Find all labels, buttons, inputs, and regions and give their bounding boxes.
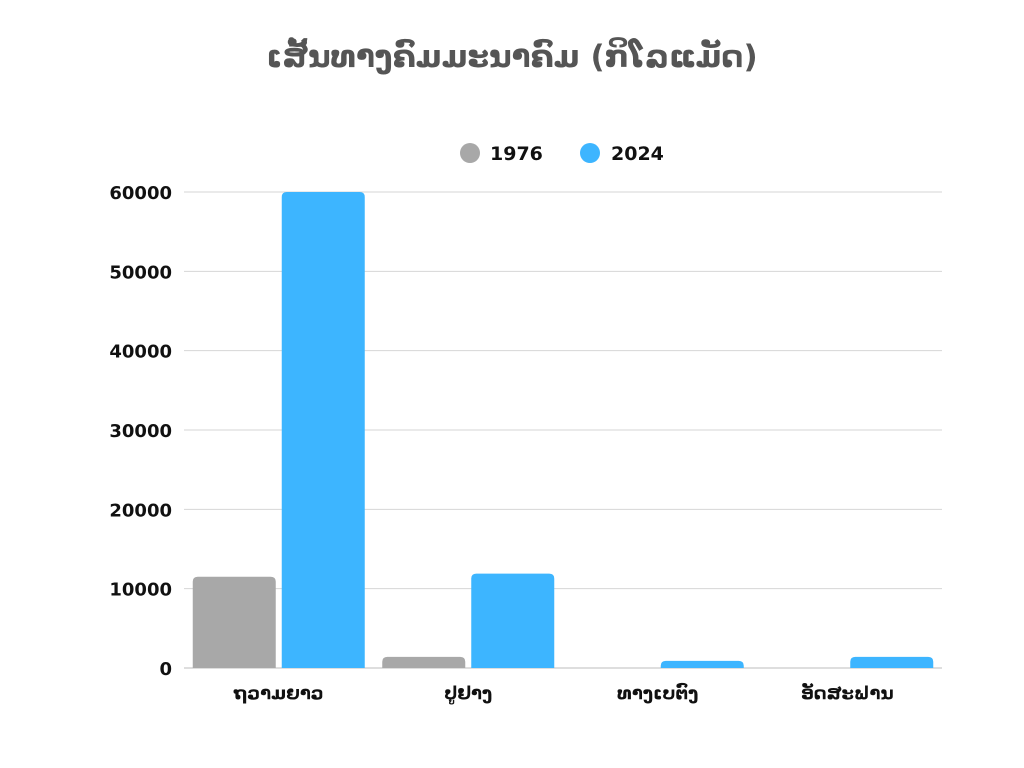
y-tick-label: 10000 [109, 580, 172, 601]
legend-marker-2024 [580, 143, 600, 163]
x-tick-label: ປູຢາງ [444, 683, 492, 705]
legend: 1976 2024 [460, 143, 664, 165]
bar-2024-1[interactable] [471, 573, 555, 668]
y-tick-label: 20000 [109, 500, 172, 521]
bars [192, 192, 934, 668]
y-axis-ticks: 0 10000 20000 30000 40000 50000 60000 [109, 183, 172, 680]
bar-2024-3[interactable] [850, 656, 934, 668]
y-tick-label: 0 [159, 659, 172, 680]
x-axis-labels: ຖວາມຍາວ ປູຢາງ ທາງເບຕົງ ອັດສະຟານ [233, 682, 894, 705]
legend-marker-1976 [460, 143, 480, 163]
bar-1976-0[interactable] [192, 576, 276, 668]
y-tick-label: 50000 [109, 262, 172, 283]
y-tick-label: 40000 [109, 342, 172, 363]
legend-item-2024[interactable]: 2024 [580, 143, 664, 165]
legend-item-1976[interactable]: 1976 [460, 143, 543, 165]
bar-2024-2[interactable] [660, 660, 744, 668]
chart-title: ເສັ້ນທາງຄົມມະນາຄົມ (ກິໂລແມັດ) [266, 36, 757, 75]
bar-1976-1[interactable] [382, 656, 466, 668]
y-tick-label: 30000 [109, 421, 172, 442]
x-tick-label: ຖວາມຍາວ [233, 683, 324, 704]
legend-label-2024: 2024 [611, 143, 664, 165]
legend-label-1976: 1976 [490, 143, 543, 165]
x-tick-label: ທາງເບຕົງ [617, 682, 698, 704]
y-tick-label: 60000 [109, 183, 172, 204]
bar-2024-0[interactable] [281, 192, 365, 668]
x-tick-label: ອັດສະຟານ [801, 682, 894, 704]
